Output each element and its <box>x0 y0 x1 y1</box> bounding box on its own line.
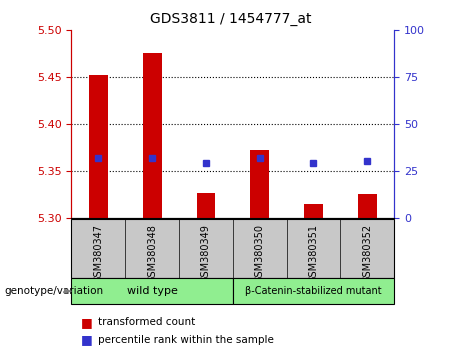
Text: GSM380349: GSM380349 <box>201 224 211 283</box>
Bar <box>71 278 233 304</box>
Text: transformed count: transformed count <box>98 317 195 327</box>
Text: GSM380348: GSM380348 <box>147 224 157 283</box>
Bar <box>196 193 215 218</box>
Bar <box>233 278 394 304</box>
Bar <box>89 75 108 218</box>
Text: ►: ► <box>64 286 72 296</box>
Bar <box>143 53 161 218</box>
Text: GSM380352: GSM380352 <box>362 224 372 283</box>
Text: ■: ■ <box>81 333 92 346</box>
Text: GSM380351: GSM380351 <box>308 224 319 283</box>
Text: percentile rank within the sample: percentile rank within the sample <box>98 335 274 345</box>
Text: β-Catenin-stabilized mutant: β-Catenin-stabilized mutant <box>245 286 382 296</box>
Bar <box>304 204 323 218</box>
Text: GDS3811 / 1454777_at: GDS3811 / 1454777_at <box>150 12 311 27</box>
Bar <box>250 150 269 218</box>
Text: GSM380350: GSM380350 <box>254 224 265 283</box>
Text: ■: ■ <box>81 316 92 329</box>
Text: GSM380347: GSM380347 <box>93 224 103 283</box>
Bar <box>358 194 377 218</box>
Text: wild type: wild type <box>127 286 177 296</box>
Text: genotype/variation: genotype/variation <box>5 286 104 296</box>
